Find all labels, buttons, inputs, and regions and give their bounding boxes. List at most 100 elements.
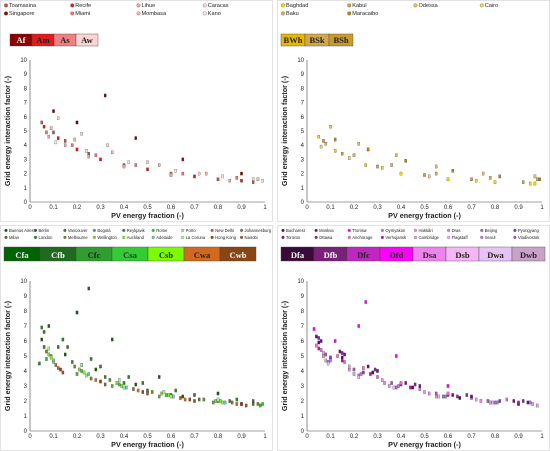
data-point [352,372,356,376]
data-point [404,381,407,385]
data-point [240,402,243,406]
legend-marker [281,3,285,8]
legend-item: Buenos Aires [4,228,34,233]
data-point [85,373,88,378]
y-tick-label: 9 [24,72,28,78]
data-point [423,173,426,177]
data-point [103,382,107,387]
data-point [536,403,539,408]
data-point [435,394,438,399]
axes: 0 0.1 0.2 0.3 0.4 0.5 0.6 0.7 0.8 0.9 101234567891… [3,58,267,220]
climate-class-box: BWh [280,33,306,47]
data-point [120,384,123,388]
x-axis-label: PV energy fraction (-) [388,211,461,220]
legend-marker [210,235,214,239]
legend-marker [33,235,37,239]
data-point [99,379,102,384]
legend-marker [281,228,285,232]
data-point [221,174,224,179]
climate-class-swatch [328,33,354,47]
series-0 [317,340,520,406]
data-point [244,403,248,408]
data-point [122,164,126,169]
y-tick-label: 5 [24,129,28,135]
legend-marker [63,235,67,239]
data-point [127,375,130,379]
legend-item: Cambridge [413,235,440,240]
data-point [80,132,83,136]
x-tick-label: 0.3 [373,205,382,211]
x-axis-label: PV energy fraction (-) [111,440,184,449]
legend-item: Hong Kong [210,235,237,240]
data-point [193,393,196,397]
series-10 [40,325,239,402]
data-point [73,364,76,369]
data-point [364,300,367,304]
data-point [160,391,163,396]
axes: 0 0.1 0.2 0.3 0.4 0.5 0.6 0.7 0.8 0.9 101234567891… [280,279,544,449]
legend-label: Beijing [485,228,498,233]
x-tick-label: 0.5 [420,205,429,211]
data-point [179,396,182,400]
legend-item: Reykjavik [122,228,146,233]
legend-marker [181,228,185,232]
x-tick-label: 1 [540,205,544,211]
data-point [158,163,161,167]
data-point [359,372,363,376]
data-point [315,343,318,348]
data-point [491,400,494,405]
data-point [212,400,215,405]
y-axis-label: Grid energy interaction factor (-) [280,300,289,411]
data-point [252,402,255,406]
data-point [451,393,454,397]
data-point [357,142,360,146]
data-point [427,174,431,179]
series-0 [40,337,243,406]
data-point [371,370,375,375]
legend-label: Auckland [127,235,145,240]
data-point [470,394,473,399]
y-tick-label: 9 [301,294,305,300]
data-point [380,166,384,170]
series-5 [322,354,483,403]
data-point [89,376,93,381]
x-tick-label: 0.4 [120,434,129,440]
data-point [341,355,344,360]
legend-item: Bucharest [281,228,306,233]
data-point [141,381,145,385]
climate-class-box: Am [31,33,55,47]
legend-label: Melbourne [68,235,88,240]
legend-label: Flagstaff [452,235,469,240]
data-point [216,177,220,182]
climate-class-boxes: Dfa Dfb Dfc Dfd Dsa Dsb Dwa Dwb [280,246,546,262]
x-tick-label: 1 [263,434,267,440]
y-tick-label: 10 [20,279,27,285]
data-point [526,400,530,405]
series-7 [56,366,239,406]
data-point [221,400,224,405]
data-point [94,367,98,372]
data-point [42,345,46,349]
data-point [357,324,360,328]
legend-item: Singapore [4,11,35,17]
legend-label: Miami [75,11,90,17]
data-point [228,399,231,403]
data-point [118,378,121,382]
data-point [99,364,102,369]
data-point [54,363,58,367]
series-3 [56,116,255,182]
data-point [47,352,51,357]
legend-marker [480,235,484,239]
legend-label: Verhojansk [385,235,407,240]
series-2 [47,134,231,183]
data-point [341,151,344,156]
series-6 [52,360,224,405]
legend-item: Milan [4,235,20,240]
data-point [188,397,192,402]
x-tick-label: 0.1 [49,205,58,211]
climate-class-box: Dfd [379,246,414,262]
series-7 [54,140,264,183]
legend-label: Seoul [485,235,496,240]
series-0 [317,134,537,186]
